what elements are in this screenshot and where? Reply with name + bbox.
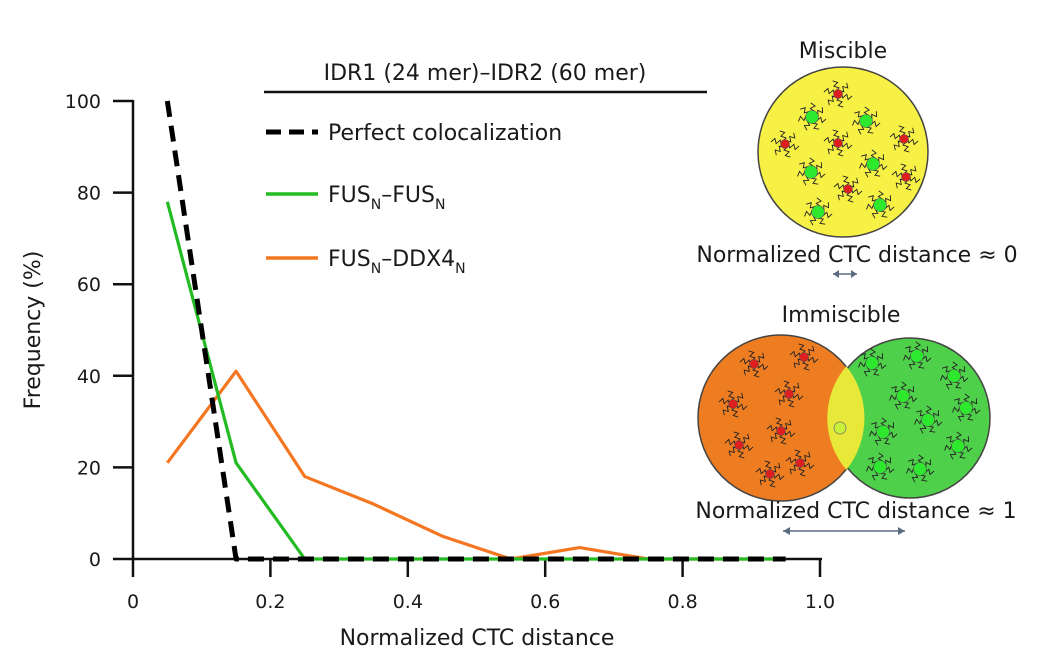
red-molecule [766,417,796,445]
y-tick-label: 40 [77,366,101,388]
y-tick-label: 20 [77,457,101,479]
overlap-region [827,366,865,470]
x-tick-label: 1.0 [805,591,835,613]
red-molecule [823,80,853,108]
legend-label-fus-ddx4: FUSN–DDX4N [328,247,466,277]
green-molecule [798,102,827,131]
series-line-perfect-colocalization [164,100,786,562]
green-molecule [804,197,833,226]
x-tick-label: 0.4 [393,591,423,613]
y-axis-ticks: 0 20 40 60 80 100 [65,91,133,571]
miscible-title: Miscible [799,39,887,64]
x-axis-title: Normalized CTC distance [340,626,615,651]
red-molecule [785,449,815,477]
x-tick-label: 0.2 [255,591,285,613]
red-molecule [891,163,921,191]
red-molecule [789,343,819,371]
y-tick-label: 60 [77,274,101,296]
red-molecule [774,380,804,408]
legend: Perfect colocalization FUSN–FUSN FUSN–DD… [266,121,562,277]
y-tick-label: 100 [65,91,101,113]
chart-title: IDR1 (24 mer)–IDR2 (60 mer) [324,61,647,86]
x-tick-label: 0.6 [530,591,560,613]
legend-item-fus-fus: FUSN–FUSN [266,183,445,213]
x-axis-ticks: 0 0.2 0.4 0.6 0.8 1.0 [127,559,835,613]
red-molecule [770,130,800,158]
immiscible-caption: Normalized CTC distance ≈ 1 [695,499,1016,524]
green-molecule [889,381,918,410]
series-line-fus-ddx4 [166,369,786,561]
schematic-panel: Miscible Normalized CTC distance ≈ 0 Imm… [695,39,1018,535]
green-molecule [906,454,935,483]
green-molecule [952,393,981,422]
miscible-molecules [770,80,921,226]
series-line-fus-fus [165,201,786,561]
legend-label-fus-fus: FUSN–FUSN [328,183,445,213]
miscible-distance-arrow [833,270,857,278]
series-layer [164,100,786,562]
green-molecule [797,157,826,186]
green-molecule [944,431,973,460]
green-molecule [866,452,895,481]
line-chart: IDR1 (24 mer)–IDR2 (60 mer) 0 0.2 0.4 0.6 0.… [21,61,835,651]
green-molecule [940,361,969,390]
red-molecule [823,129,853,157]
red-molecule [739,350,769,378]
green-molecule [859,149,888,178]
immiscible-title: Immiscible [782,303,901,328]
green-molecule [914,405,943,434]
red-molecule [724,431,754,459]
green-molecule [903,341,932,370]
green-molecule [866,190,895,219]
red-molecule [718,390,748,418]
legend-item-fus-ddx4: FUSN–DDX4N [266,247,466,277]
legend-label-perfect: Perfect colocalization [328,121,562,146]
green-molecule [858,348,887,377]
red-molecule [833,175,863,203]
red-molecule [889,125,919,153]
legend-item-perfect: Perfect colocalization [266,121,562,146]
x-tick-label: 0 [127,591,139,613]
green-molecule [869,417,898,446]
y-tick-label: 0 [89,549,101,571]
overlap-molecule [833,421,847,435]
green-molecule [852,106,881,135]
miscible-droplet [757,66,929,238]
y-axis-title: Frequency (%) [21,251,46,410]
x-tick-label: 0.8 [667,591,697,613]
immiscible-distance-arrow [783,527,905,535]
miscible-caption: Normalized CTC distance ≈ 0 [696,243,1017,268]
y-tick-label: 80 [77,183,101,205]
red-molecule [755,460,785,488]
immiscible-molecules [718,341,981,488]
